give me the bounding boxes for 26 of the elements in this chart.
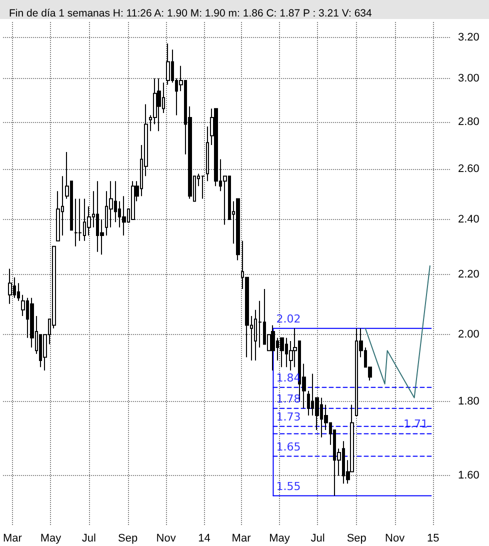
x-tick-label: 15 xyxy=(426,532,440,544)
x-tick-label: Sep xyxy=(118,532,138,544)
x-tick-label: Nov xyxy=(385,532,406,544)
annotation: 2.02 xyxy=(276,312,301,326)
x-tick-label: Jul xyxy=(82,532,96,544)
x-tick-label: Mar xyxy=(2,532,22,544)
y-tick-label: 2.20 xyxy=(458,268,480,280)
y-tick-label: 3.20 xyxy=(458,32,480,44)
x-tick-label: May xyxy=(269,532,290,544)
chart-title: Fin de día 1 semanas H: 11:26 A: 1.90 M: 1.90 m: 1.86 C: 1.87 P : 3.21 V: 634 xyxy=(9,8,372,20)
annotation: 1.73 xyxy=(276,410,301,424)
x-tick-label: Sep xyxy=(346,532,366,544)
y-tick-label: 1.60 xyxy=(458,470,480,482)
x-tick-label: 14 xyxy=(198,532,210,544)
y-tick-label: 2.00 xyxy=(458,328,480,341)
y-tick-label: 3.00 xyxy=(458,72,480,84)
y-tick-label: 2.40 xyxy=(458,213,480,226)
y-tick-label: 2.60 xyxy=(458,162,480,175)
x-tick-label: Mar xyxy=(232,532,252,544)
x-tick-label: Nov xyxy=(156,532,176,544)
y-tick-label: 1.80 xyxy=(458,395,480,408)
x-tick-label: Jul xyxy=(310,532,325,544)
x-tick-label: May xyxy=(40,532,62,544)
annotation: 1.65 xyxy=(276,440,301,454)
annotation: 1.55 xyxy=(276,480,301,493)
y-tick-label: 2.80 xyxy=(458,116,480,128)
